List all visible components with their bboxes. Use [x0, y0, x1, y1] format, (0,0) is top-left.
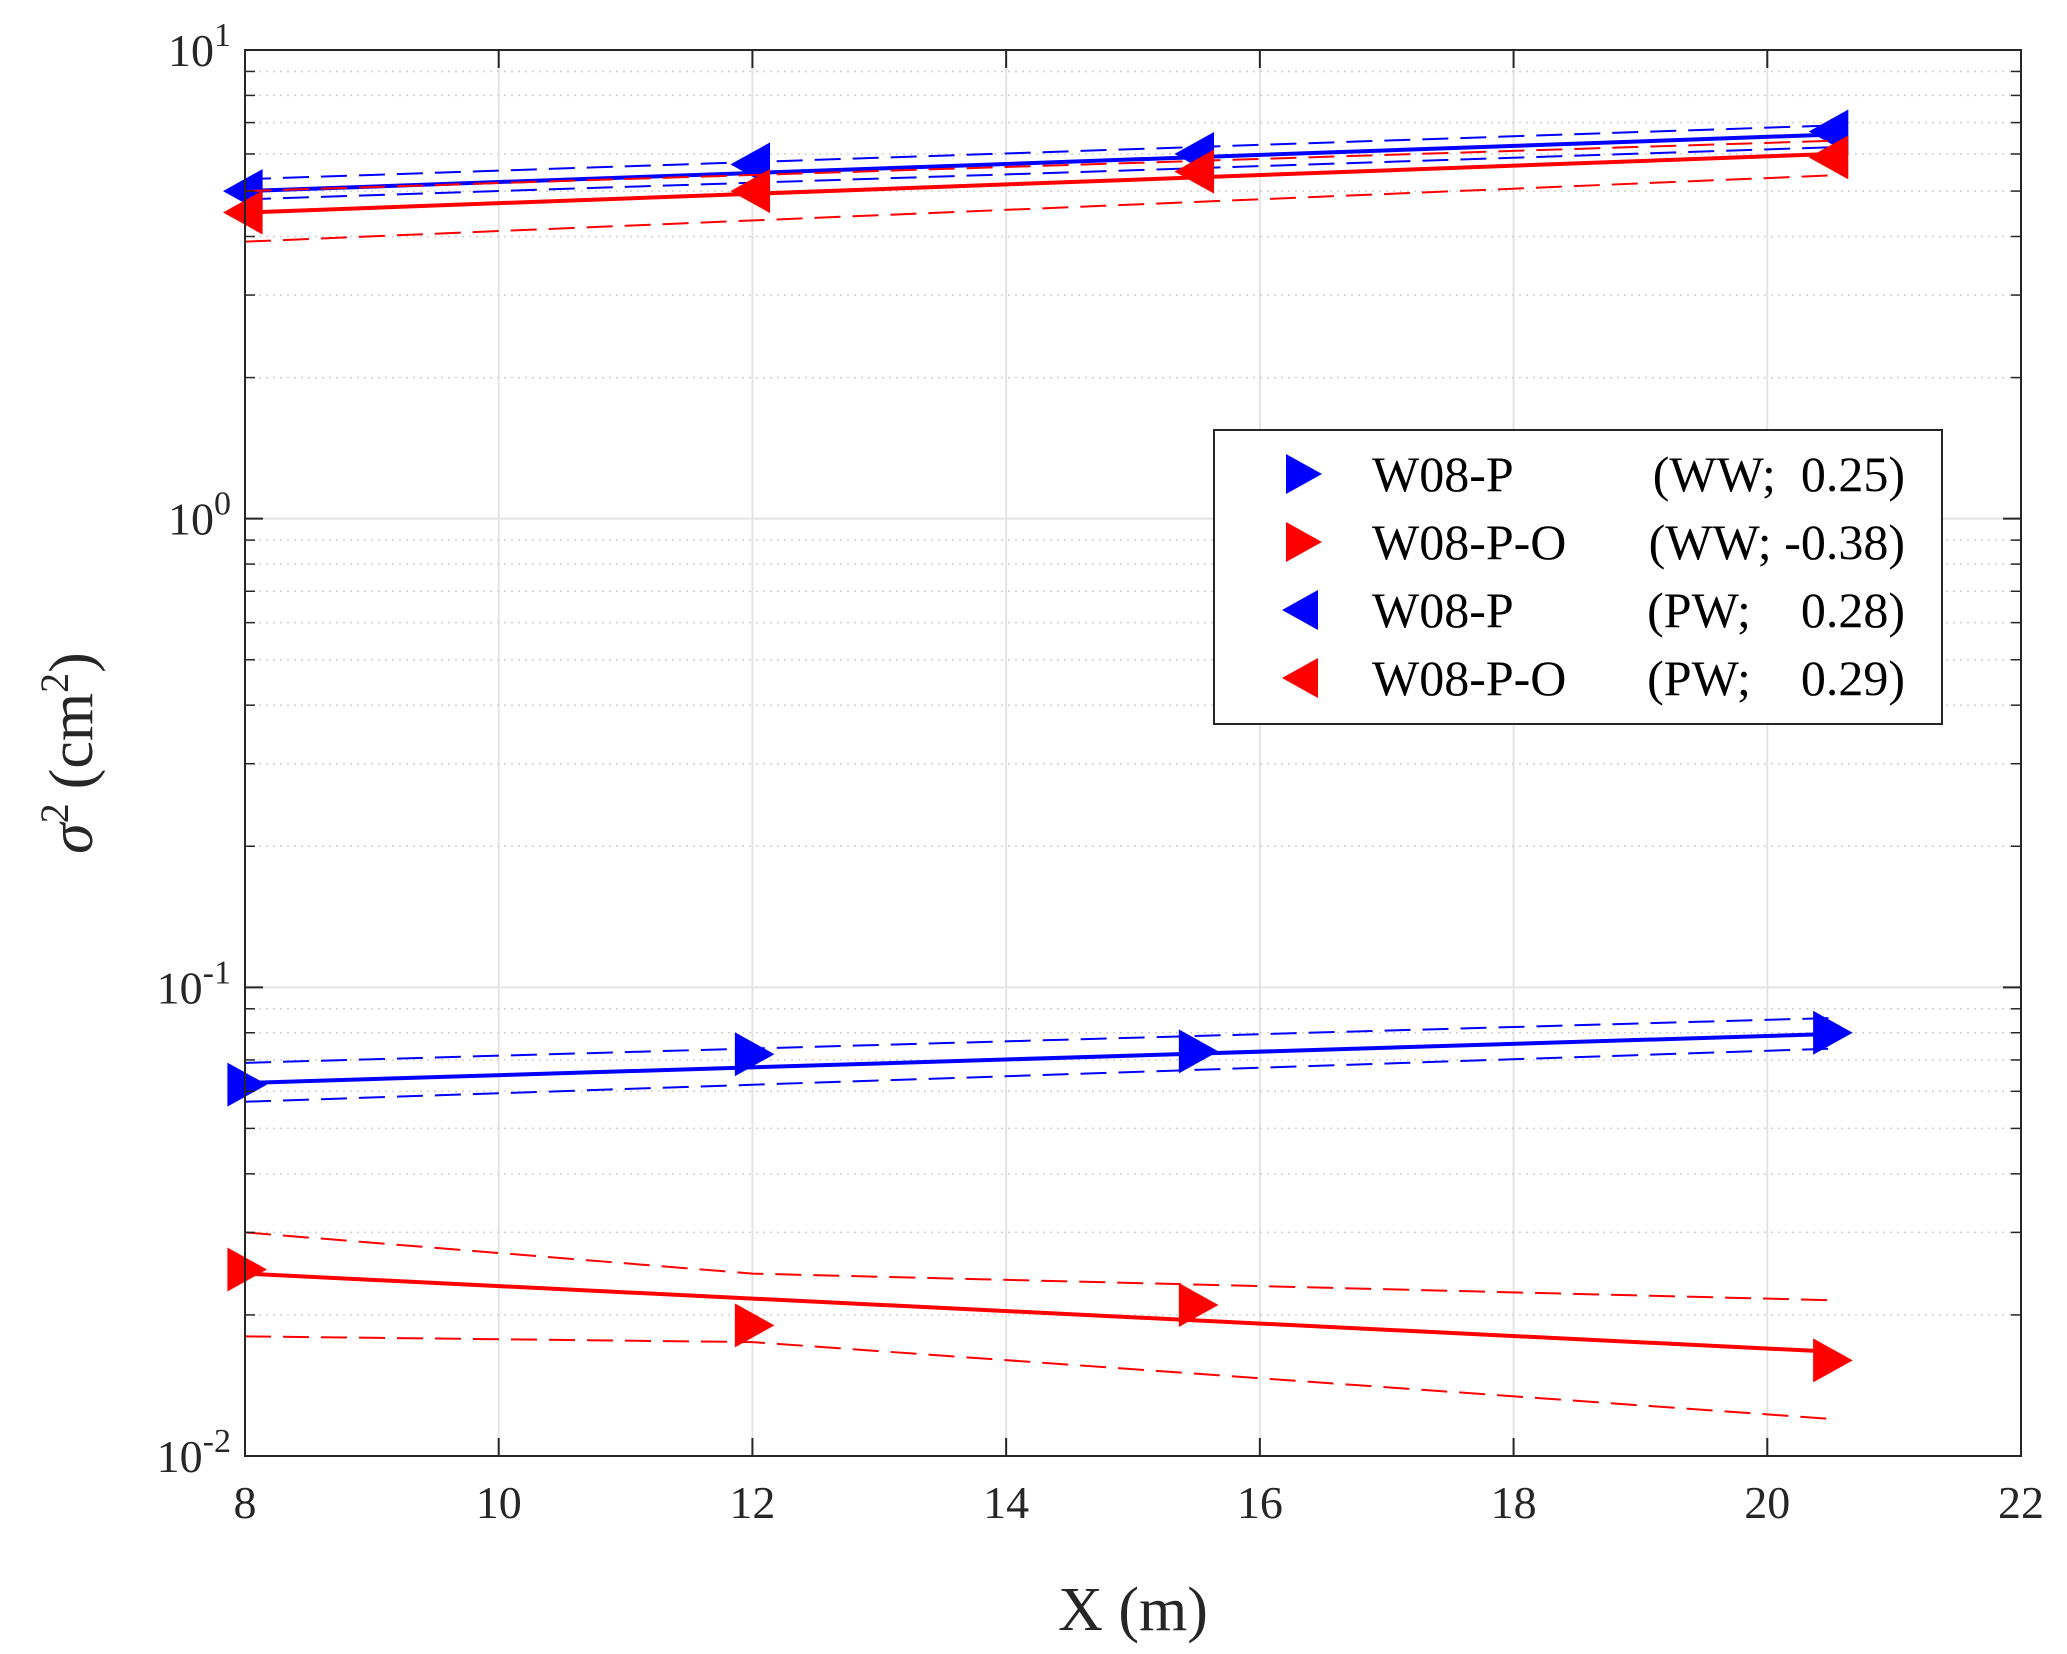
x-tick-label: 14 — [983, 1477, 1029, 1528]
x-tick-label: 8 — [234, 1477, 257, 1528]
legend-info: (WW; -0.38) — [1649, 514, 1905, 570]
legend-marker — [1286, 454, 1322, 494]
confidence-lower-line — [244, 1335, 1831, 1420]
fit-line — [244, 151, 1831, 215]
data-point-marker — [227, 1062, 267, 1107]
legend-marker — [1282, 658, 1318, 698]
legend-info: (PW; 0.29) — [1647, 650, 1905, 706]
fit-line — [244, 132, 1831, 194]
y-tick-label: 100 — [168, 486, 231, 545]
data-point-marker — [1178, 1029, 1219, 1074]
y-axis-label: σ2(cm2) — [32, 652, 106, 854]
data-point-marker — [734, 1032, 775, 1077]
legend-marker — [1286, 522, 1322, 562]
legend-label: W08-P-O — [1372, 650, 1566, 706]
x-axis-label: X (m) — [1058, 1576, 1208, 1644]
x-tick-label: 12 — [729, 1477, 775, 1528]
fit-line — [244, 1032, 1831, 1085]
confidence-upper-line — [244, 1231, 1831, 1302]
data-point-marker — [1813, 1338, 1853, 1383]
ticks: 8 10 12 14 16 18 20 22 101 100 10-1 10-2 — [157, 17, 2044, 1528]
data-point-marker — [223, 190, 263, 235]
x-tick-label: 20 — [1744, 1477, 1790, 1528]
legend-label: W08-P — [1372, 446, 1514, 502]
legend-label: W08-P-O — [1372, 514, 1566, 570]
y-tick-label: 10-2 — [157, 1423, 231, 1482]
series-group — [227, 1010, 1853, 1107]
legend: W08-P (WW; 0.25) W08-P-O (WW; -0.38) W08-P (P… — [1213, 429, 1943, 725]
legend-info: (PW; 0.28) — [1647, 582, 1905, 638]
legend-box — [1213, 429, 1943, 725]
y-tick-label: 101 — [168, 17, 231, 76]
plot-frame — [244, 49, 2022, 1457]
data-point-marker — [1813, 1010, 1853, 1055]
series-group — [227, 1231, 1853, 1420]
data-point-marker — [734, 1303, 775, 1348]
legend-info: (WW; 0.25) — [1653, 446, 1905, 502]
plot-background — [245, 50, 2021, 1456]
x-tick-label: 10 — [476, 1477, 522, 1528]
data-point-marker — [1808, 135, 1849, 180]
data-point-marker — [227, 1247, 267, 1292]
y-tick-label: 10-1 — [157, 954, 231, 1013]
data-point-marker — [1174, 149, 1215, 194]
series-layer — [223, 109, 1853, 1420]
legend-marker — [1282, 590, 1318, 630]
fit-line — [244, 1271, 1831, 1354]
series-group — [223, 135, 1849, 243]
grid — [244, 49, 2022, 1457]
data-point-marker — [730, 169, 771, 214]
legend-label: W08-P — [1372, 582, 1514, 638]
x-tick-label: 16 — [1237, 1477, 1283, 1528]
x-tick-label: 22 — [1998, 1477, 2044, 1528]
data-point-marker — [1178, 1282, 1219, 1327]
x-tick-label: 18 — [1491, 1477, 1537, 1528]
